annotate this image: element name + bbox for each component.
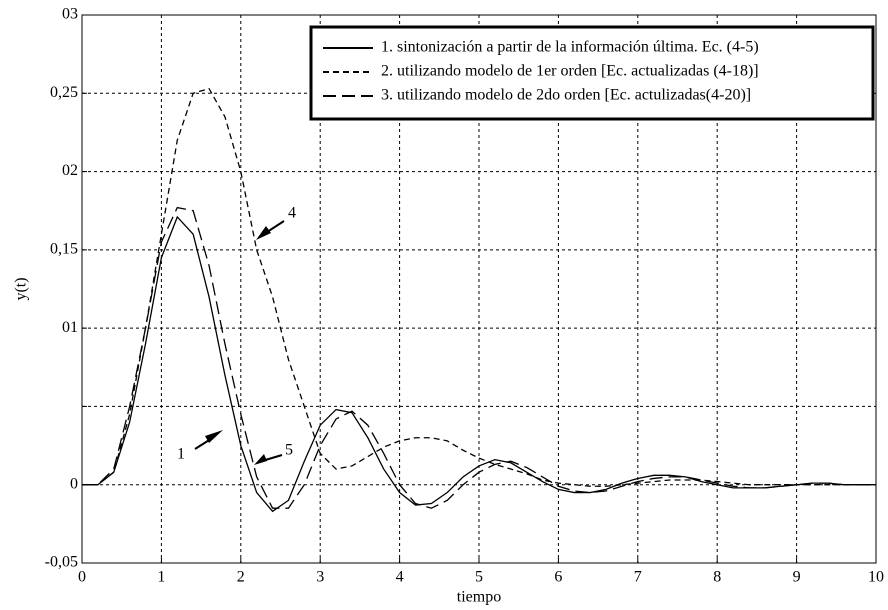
y-tick-label: 0,25 bbox=[50, 84, 78, 101]
x-tick-label: 9 bbox=[793, 569, 801, 586]
y-tick-label: 03 bbox=[62, 6, 78, 23]
y-tick-label: 0,15 bbox=[50, 241, 78, 258]
plot-frame bbox=[81, 14, 877, 564]
legend-label: 1. sintonización a partir de la informac… bbox=[381, 39, 759, 56]
y-tick-label: 01 bbox=[62, 319, 78, 336]
legend-box bbox=[309, 25, 875, 121]
x-tick-label: 4 bbox=[396, 569, 404, 586]
x-tick-label: 0 bbox=[78, 569, 86, 586]
x-tick-label: 8 bbox=[713, 569, 721, 586]
arrow bbox=[256, 226, 271, 240]
arrow bbox=[261, 454, 283, 462]
arrow bbox=[263, 220, 285, 235]
x-tick-label: 10 bbox=[868, 569, 884, 586]
x-tick-label: 7 bbox=[634, 569, 642, 586]
legend-label: 3. utilizando modelo de 2do orden [Ec. a… bbox=[381, 87, 751, 104]
x-tick-label: 3 bbox=[316, 569, 324, 586]
series-line bbox=[82, 206, 876, 509]
y-tick-label: -0,05 bbox=[45, 554, 78, 571]
y-tick-label: 02 bbox=[62, 162, 78, 179]
series-line bbox=[82, 87, 876, 487]
legend-label: 2. utilizando modelo de 1er orden [Ec. a… bbox=[381, 63, 759, 80]
x-tick-label: 5 bbox=[475, 569, 483, 586]
x-tick-label: 6 bbox=[554, 569, 562, 586]
x-axis-label: tiempo bbox=[457, 589, 501, 606]
annotation: 5 bbox=[285, 442, 293, 459]
arrow bbox=[254, 454, 267, 465]
annotation: 4 bbox=[288, 205, 296, 222]
annotation-arrows bbox=[194, 220, 285, 465]
y-tick-label: 0 bbox=[70, 475, 78, 492]
arrow bbox=[194, 436, 215, 450]
x-tick-label: 1 bbox=[157, 569, 165, 586]
y-axis-label: y(t) bbox=[13, 277, 30, 300]
x-tick-label: 2 bbox=[237, 569, 245, 586]
annotation: 1 bbox=[177, 446, 185, 463]
